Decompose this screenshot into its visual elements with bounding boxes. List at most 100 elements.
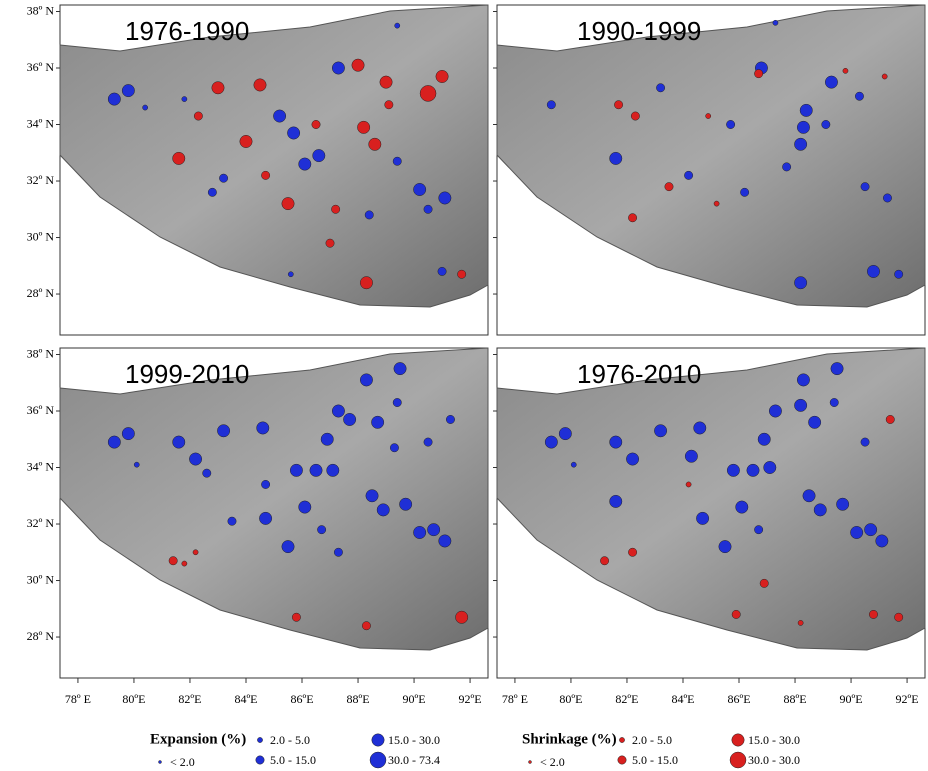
expansion-lake bbox=[825, 76, 837, 88]
expansion-lake bbox=[694, 422, 706, 434]
lon-tick-label: 90ºE bbox=[403, 692, 426, 706]
legend-label: 15.0 - 30.0 bbox=[748, 733, 800, 747]
lat-tick-label: 32º N bbox=[27, 173, 55, 187]
expansion-lake bbox=[696, 512, 708, 524]
expansion-lake bbox=[438, 267, 446, 275]
legend-symbol bbox=[372, 734, 384, 746]
legend-label: 5.0 - 15.0 bbox=[270, 753, 316, 767]
expansion-lake bbox=[217, 425, 229, 437]
expansion-lake bbox=[182, 96, 187, 101]
expansion-lake bbox=[219, 174, 227, 182]
shrinkage-lake bbox=[714, 201, 719, 206]
legend-symbol bbox=[529, 761, 532, 764]
expansion-lake bbox=[439, 535, 451, 547]
lon-tick-label: 90ºE bbox=[840, 692, 863, 706]
shrinkage-lake bbox=[362, 622, 370, 630]
expansion-lake bbox=[371, 416, 383, 428]
shrinkage-lake bbox=[455, 611, 467, 623]
expansion-lake bbox=[343, 413, 355, 425]
expansion-lake bbox=[122, 84, 134, 96]
legend-title: Shrinkage (%) bbox=[522, 731, 617, 747]
expansion-lake bbox=[797, 374, 809, 386]
expansion-lake bbox=[108, 93, 120, 105]
shrinkage-lake bbox=[886, 415, 894, 423]
lat-tick-label: 32º N bbox=[27, 516, 55, 530]
expansion-lake bbox=[394, 362, 406, 374]
panel-title: 1976-1990 bbox=[125, 16, 249, 46]
lat-tick-label: 34º N bbox=[27, 116, 55, 130]
legend-label: 30.0 - 73.4 bbox=[388, 753, 440, 767]
expansion-lake bbox=[764, 461, 776, 473]
expansion-lake bbox=[855, 92, 863, 100]
shrinkage-lake bbox=[194, 112, 202, 120]
lon-tick-label: 86ºE bbox=[290, 692, 313, 706]
shrinkage-lake bbox=[420, 85, 436, 101]
expansion-lake bbox=[808, 416, 820, 428]
expansion-lake bbox=[685, 450, 697, 462]
expansion-lake bbox=[273, 110, 285, 122]
expansion-lake bbox=[740, 188, 748, 196]
expansion-lake bbox=[282, 540, 294, 552]
shrinkage-lake bbox=[686, 482, 691, 487]
expansion-lake bbox=[332, 405, 344, 417]
shrinkage-lake bbox=[326, 239, 334, 247]
expansion-lake bbox=[299, 501, 311, 513]
legend-symbol bbox=[370, 752, 386, 768]
expansion-lake bbox=[867, 265, 879, 277]
expansion-lake bbox=[656, 84, 664, 92]
lat-tick-label: 36º N bbox=[27, 403, 55, 417]
lon-tick-label: 92ºE bbox=[459, 692, 482, 706]
expansion-lake bbox=[203, 469, 211, 477]
legend-label: 5.0 - 15.0 bbox=[632, 753, 678, 767]
lat-tick-label: 38º N bbox=[27, 346, 55, 360]
expansion-lake bbox=[684, 171, 692, 179]
expansion-lake bbox=[134, 462, 139, 467]
expansion-lake bbox=[794, 138, 806, 150]
expansion-lake bbox=[208, 188, 216, 196]
expansion-lake bbox=[189, 453, 201, 465]
legend-label: 2.0 - 5.0 bbox=[270, 733, 310, 747]
expansion-lake bbox=[610, 495, 622, 507]
expansion-lake bbox=[822, 120, 830, 128]
expansion-lake bbox=[393, 157, 401, 165]
expansion-lake bbox=[814, 504, 826, 516]
expansion-lake bbox=[228, 517, 236, 525]
lon-tick-label: 82ºE bbox=[615, 692, 638, 706]
shrinkage-lake bbox=[357, 121, 369, 133]
legend-title: Expansion (%) bbox=[150, 731, 246, 747]
expansion-lake bbox=[803, 490, 815, 502]
expansion-lake bbox=[334, 548, 342, 556]
lon-tick-label: 84ºE bbox=[234, 692, 257, 706]
legend-label: 15.0 - 30.0 bbox=[388, 733, 440, 747]
shrinkage-lake bbox=[600, 557, 608, 565]
legend-symbol bbox=[618, 756, 626, 764]
shrinkage-lake bbox=[212, 82, 224, 94]
shrinkage-lake bbox=[894, 613, 902, 621]
expansion-lake bbox=[894, 270, 902, 278]
expansion-lake bbox=[559, 427, 571, 439]
shrinkage-lake bbox=[614, 101, 622, 109]
shrinkage-lake bbox=[380, 76, 392, 88]
expansion-lake bbox=[439, 192, 451, 204]
expansion-lake bbox=[571, 462, 576, 467]
expansion-lake bbox=[797, 121, 809, 133]
expansion-lake bbox=[290, 464, 302, 476]
legend-symbol bbox=[257, 737, 262, 742]
expansion-lake bbox=[831, 362, 843, 374]
expansion-lake bbox=[794, 277, 806, 289]
shrinkage-lake bbox=[193, 550, 198, 555]
expansion-lake bbox=[143, 105, 148, 110]
lat-tick-label: 30º N bbox=[27, 229, 55, 243]
legend-label: < 2.0 bbox=[170, 755, 195, 769]
lat-tick-label: 34º N bbox=[27, 459, 55, 473]
lon-tick-label: 92ºE bbox=[896, 692, 919, 706]
lon-tick-label: 78º E bbox=[65, 692, 91, 706]
expansion-lake bbox=[864, 523, 876, 535]
shrinkage-lake bbox=[182, 561, 187, 566]
map-panel: 1990-1999 bbox=[493, 5, 925, 335]
lon-tick-label: 86ºE bbox=[727, 692, 750, 706]
lon-tick-label: 88ºE bbox=[784, 692, 807, 706]
expansion-lake bbox=[794, 399, 806, 411]
lat-tick-label: 28º N bbox=[27, 629, 55, 643]
